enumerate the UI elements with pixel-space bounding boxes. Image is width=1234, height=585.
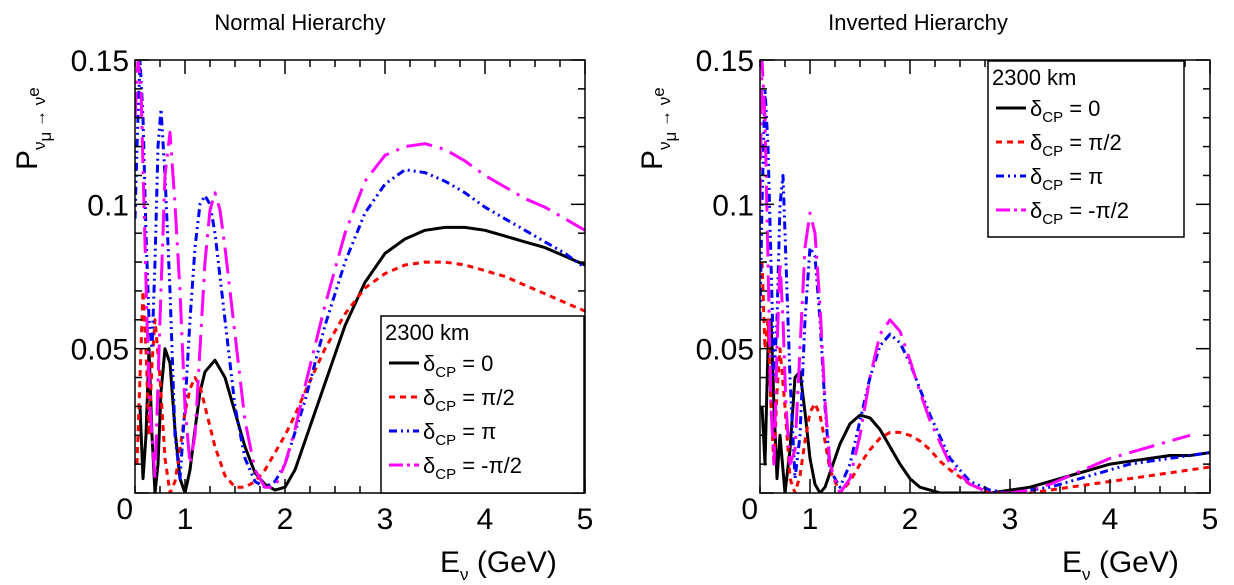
series-line-1: [138, 225, 585, 493]
x-axis: 1 2 3 4 5 0: [116, 60, 593, 536]
legend: 2300 km δCP = 0 δCP = π/2 δCP = π δCP = -π/2: [380, 315, 585, 494]
y-tick-label: 0.1: [87, 189, 129, 222]
x-tick-label: 1: [177, 503, 194, 536]
x-tick-label: 5: [577, 503, 594, 536]
x-tick-label: 2: [902, 503, 919, 536]
series-line-2: [760, 262, 1210, 493]
legend-label-1: δCP = 0: [1030, 96, 1100, 126]
legend-label-1: δCP = 0: [423, 351, 493, 381]
y-tick-label: 0.05: [696, 334, 754, 367]
series-line-4: [760, 60, 1191, 493]
x-axis: 1 2 3 4 5 0: [741, 60, 1218, 536]
legend-title: 2300 km: [385, 320, 469, 345]
series-line-4: [135, 60, 585, 489]
legend-label-4: δCP = -π/2: [1030, 198, 1129, 228]
x-tick-label-zero: 0: [116, 493, 133, 526]
chart-panel-2: Inverted Hierarchy 1 2 3 4 5 0 0.05 0.1 0.15 Eν (G…: [636, 10, 1218, 584]
legend-box: [987, 60, 1185, 238]
y-axis: 0.05 0.1 0.15: [71, 45, 585, 494]
x-tick-label: 4: [1102, 503, 1119, 536]
x-tick-label-zero: 0: [741, 493, 758, 526]
series-group: [135, 60, 585, 493]
y-axis-label: Pνμ → νe: [636, 87, 680, 170]
chart-panel-1: Normal Hierarchy 1 2 3 4 5 0 0.05 0.1 0.15 Eν (GeV…: [11, 10, 593, 584]
legend-label-2: δCP = π/2: [423, 385, 515, 415]
y-tick-label: 0.15: [696, 45, 754, 78]
legend: 2300 km δCP = 0 δCP = π/2 δCP = π δCP = -π/2: [987, 60, 1185, 238]
x-axis-label: Eν (GeV): [440, 546, 557, 584]
x-tick-label: 3: [1002, 503, 1019, 536]
x-tick-label: 2: [277, 503, 294, 536]
series-group: [760, 60, 1210, 493]
y-tick-label: 0.1: [712, 189, 754, 222]
legend-label-3: δCP = π: [423, 419, 496, 449]
y-axis-label: Pνμ → νe: [11, 87, 55, 170]
x-tick-label: 1: [802, 503, 819, 536]
x-tick-label: 5: [1202, 503, 1219, 536]
legend-label-4: δCP = -π/2: [423, 453, 522, 483]
legend-title: 2300 km: [992, 65, 1076, 90]
y-tick-label: 0.05: [71, 334, 129, 367]
legend-label-3: δCP = π: [1030, 164, 1103, 194]
chart-title: Normal Hierarchy: [214, 10, 385, 35]
x-tick-label: 4: [477, 503, 494, 536]
x-tick-label: 3: [377, 503, 394, 536]
series-line-3: [135, 60, 585, 489]
legend-label-2: δCP = π/2: [1030, 130, 1122, 160]
chart-title: Inverted Hierarchy: [828, 10, 1008, 35]
series-line-1: [760, 318, 1210, 493]
y-tick-label: 0.15: [71, 45, 129, 78]
series-line-2: [135, 260, 585, 493]
x-axis-label: Eν (GeV): [1062, 546, 1179, 584]
y-axis: 0.05 0.1 0.15: [696, 45, 1210, 494]
